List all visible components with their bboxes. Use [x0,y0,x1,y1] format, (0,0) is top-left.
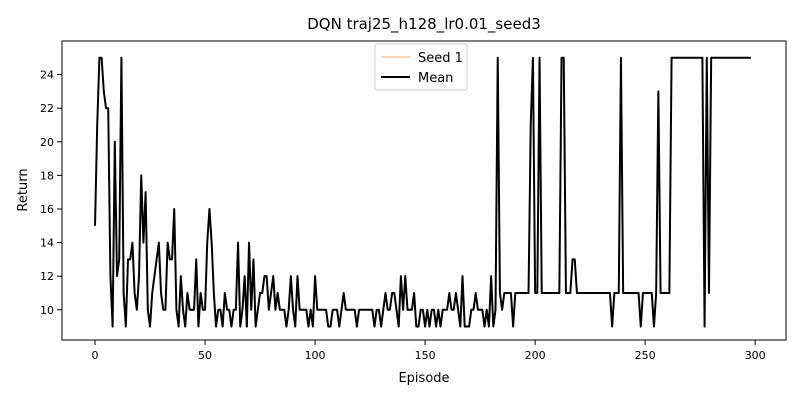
x-axis: 0 50 100 150 200 250 300 [92,340,766,362]
x-tick-label: 150 [415,349,436,362]
y-tick-label: 10 [40,304,54,317]
x-tick-label: 200 [525,349,546,362]
x-tick-label: 0 [92,349,99,362]
x-axis-label: Episode [398,371,449,386]
x-tick-label: 100 [305,349,326,362]
legend: Seed 1 Mean [374,43,468,91]
y-tick-label: 14 [40,237,54,250]
y-axis: 10 12 14 16 18 20 22 24 [40,69,62,317]
chart-title: DQN traj25_h128_lr0.01_seed3 [307,15,541,34]
legend-label-mean: Mean [418,71,453,86]
y-axis-label: Return [16,168,31,211]
x-tick-label: 300 [745,349,766,362]
y-tick-label: 20 [40,136,54,149]
series-layer [94,56,751,328]
plot-frame [61,40,787,341]
legend-box [374,43,468,91]
legend-label-seed-1: Seed 1 [418,51,463,66]
x-tick-label: 50 [198,349,212,362]
x-tick-label: 250 [635,349,656,362]
series-line-mean [94,56,751,328]
y-tick-label: 12 [40,270,54,283]
y-tick-label: 22 [40,102,54,115]
y-tick-label: 18 [40,169,54,182]
y-tick-label: 24 [40,69,54,82]
y-tick-label: 16 [40,203,54,216]
